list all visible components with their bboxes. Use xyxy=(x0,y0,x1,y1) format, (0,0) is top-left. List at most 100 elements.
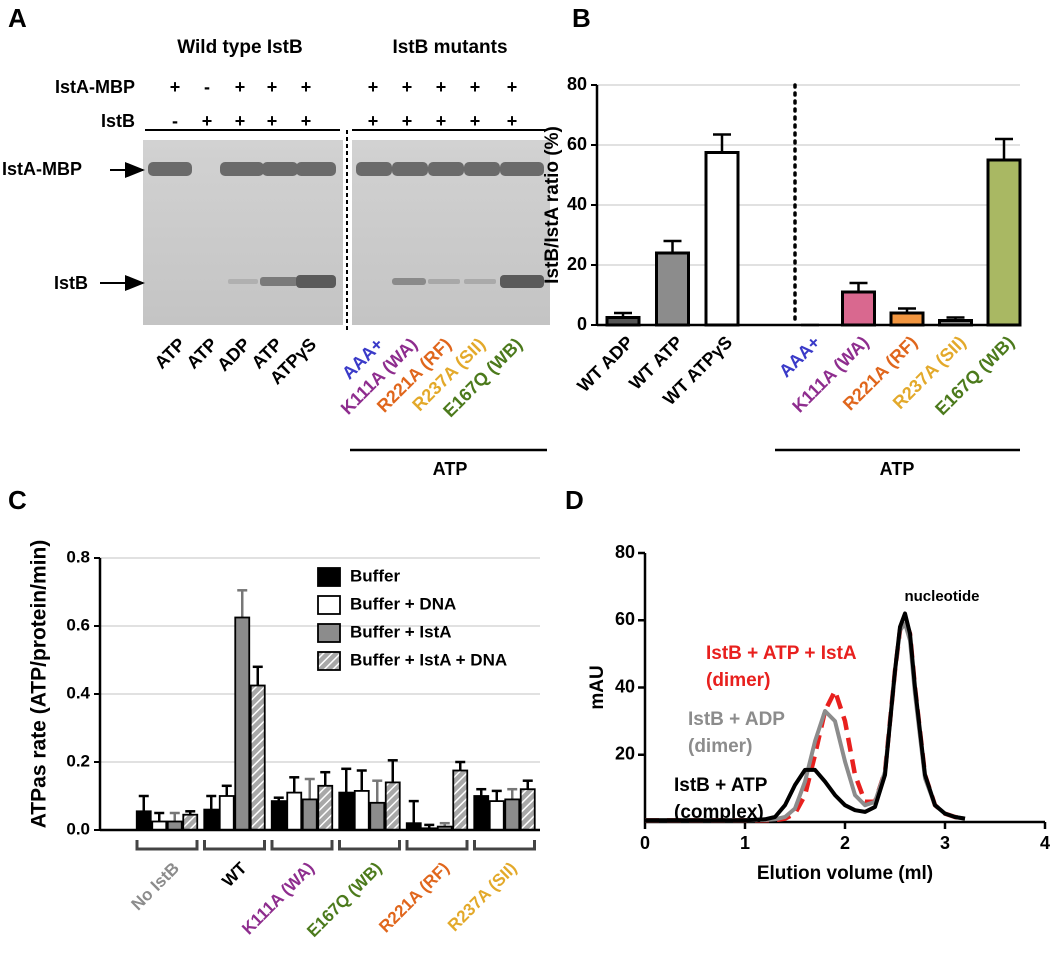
legend-swatch xyxy=(317,623,341,643)
y-tick-label: 0.6 xyxy=(66,615,90,634)
y-axis-label: IstB/IstA ratio (%) xyxy=(542,126,563,284)
bar xyxy=(504,798,521,831)
gel-sign: + xyxy=(267,111,278,131)
gel-sign: + xyxy=(470,111,481,131)
x-tick-label: R237A (SII) xyxy=(444,859,520,935)
band-label: IstA-MBP xyxy=(2,159,82,179)
bar xyxy=(249,684,266,831)
gel-sign: + xyxy=(301,77,312,97)
lane-label: ADP xyxy=(213,334,254,375)
x-tick-label: No IstB xyxy=(127,859,183,915)
lane-label: ATP xyxy=(183,334,222,373)
y-axis-label: mAU xyxy=(587,665,608,709)
series-label: IstB + ATP (complex) xyxy=(674,775,768,823)
bar xyxy=(317,784,334,831)
bar xyxy=(889,311,925,327)
gel-row-label: IstA-MBP xyxy=(55,77,135,97)
bar xyxy=(203,808,220,831)
y-tick-label: 20 xyxy=(567,254,587,274)
panel-label: B xyxy=(572,3,591,33)
gel-sign: + xyxy=(267,77,278,97)
gel-sign: + xyxy=(402,111,413,131)
legend-label: Buffer + IstA xyxy=(350,622,452,641)
legend-label: Buffer xyxy=(350,566,400,585)
x-tick-label: WT ADP xyxy=(573,332,637,396)
legend-swatch xyxy=(317,651,341,671)
gel-sign: + xyxy=(507,77,518,97)
bar xyxy=(841,290,876,327)
bar xyxy=(301,798,318,831)
bar xyxy=(519,788,536,831)
annotation: nucleotide xyxy=(904,588,979,605)
category-bracket xyxy=(473,840,536,851)
y-tick-label: 60 xyxy=(615,609,635,629)
group-label: ATP xyxy=(433,459,468,479)
gel-sign: + xyxy=(170,77,181,97)
panel-label: A xyxy=(8,3,27,33)
bar xyxy=(135,810,152,831)
gel-sign: + xyxy=(470,77,481,97)
group-label: ATP xyxy=(880,459,915,479)
y-tick-label: 0.0 xyxy=(66,819,90,838)
x-tick-label: 0 xyxy=(640,833,650,853)
bar xyxy=(488,800,505,831)
y-tick-label: 80 xyxy=(567,74,587,94)
x-tick-label: 3 xyxy=(940,833,950,853)
bar xyxy=(655,251,690,327)
y-tick-label: 20 xyxy=(615,744,635,764)
bar xyxy=(286,791,303,831)
gel-sign: + xyxy=(235,111,246,131)
gel-image xyxy=(143,140,550,325)
gel-sign: + xyxy=(507,111,518,131)
x-tick-label: 1 xyxy=(740,833,750,853)
series-line xyxy=(645,611,966,823)
series-label: IstB + ATP + IstA (dimer) xyxy=(706,643,857,691)
gel-sign: + xyxy=(235,77,246,97)
y-tick-label: 0 xyxy=(577,314,587,334)
bar xyxy=(182,813,199,831)
gel-row-label: IstB xyxy=(101,111,135,131)
y-tick-label: 80 xyxy=(615,542,635,562)
gel-sign: + xyxy=(368,77,379,97)
bar xyxy=(338,791,355,831)
y-tick-label: 0.8 xyxy=(66,547,90,566)
gel-sign: - xyxy=(172,111,178,131)
category-bracket xyxy=(405,840,469,851)
y-tick-label: 40 xyxy=(567,194,587,214)
gel-sign: + xyxy=(202,111,213,131)
bar xyxy=(473,795,490,831)
legend-label: Buffer + IstA + DNA xyxy=(350,650,507,669)
category-bracket xyxy=(270,840,334,851)
band-label: IstB xyxy=(54,273,88,293)
series-label-box: IstB + ADP (dimer) xyxy=(688,709,785,757)
bar xyxy=(452,769,469,831)
bar xyxy=(151,820,168,831)
y-tick-label: 40 xyxy=(615,676,635,696)
bar xyxy=(166,820,183,831)
gel-group-title: Wild type IstB xyxy=(177,37,302,58)
panel-label: D xyxy=(565,485,584,515)
bar xyxy=(384,781,401,831)
gel-sign: - xyxy=(204,77,210,97)
legend-label: Buffer + DNA xyxy=(350,594,456,613)
series-label-box: IstB + ATP + IstA (dimer) xyxy=(706,643,857,691)
bar xyxy=(234,616,251,831)
x-axis-label: Elution volume (ml) xyxy=(757,863,933,884)
series-label: IstB + ADP (dimer) xyxy=(688,709,785,757)
x-tick-label: WT xyxy=(218,858,251,891)
category-bracket xyxy=(135,840,199,851)
gel-sign: + xyxy=(436,77,447,97)
y-tick-label: 60 xyxy=(567,134,587,154)
y-axis-label: ATPas rate (ATP/protein/min) xyxy=(28,540,51,829)
y-tick-label: 0.4 xyxy=(66,683,90,702)
legend-swatch xyxy=(317,595,341,615)
gel-sign: + xyxy=(368,111,379,131)
panel-label: C xyxy=(8,485,27,515)
x-tick-label: 4 xyxy=(1040,833,1050,853)
legend-swatch xyxy=(317,567,341,587)
bar xyxy=(704,151,740,327)
x-tick-label: R221A (RF) xyxy=(375,859,453,937)
bar xyxy=(270,800,287,831)
category-bracket xyxy=(338,840,401,851)
